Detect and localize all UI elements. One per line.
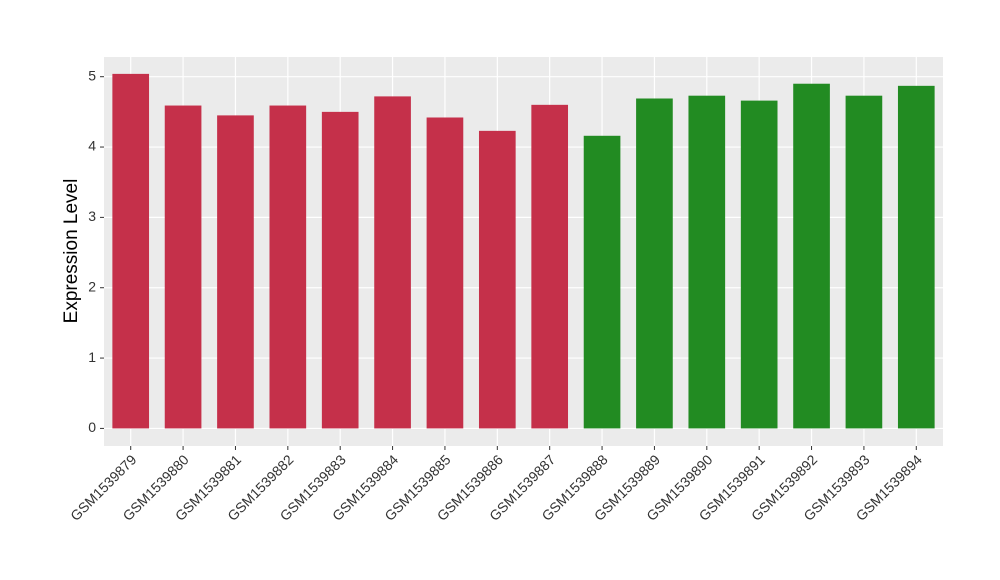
y-tick-label: 5 [88, 67, 96, 83]
bar [217, 115, 254, 429]
bar [845, 95, 883, 429]
bar [740, 100, 778, 429]
y-tick-label: 3 [88, 208, 96, 224]
bar [583, 135, 621, 429]
y-axis-title: Expression Level [61, 179, 82, 324]
y-tick-label: 0 [88, 419, 96, 435]
bar [793, 83, 830, 429]
bar [374, 96, 411, 429]
bar [164, 105, 202, 429]
bar [636, 98, 673, 429]
bar [688, 95, 726, 429]
bar [112, 73, 150, 429]
y-tick-label: 4 [88, 138, 96, 154]
y-tick-label: 2 [88, 278, 96, 294]
y-tick-label: 1 [88, 349, 96, 365]
bar [426, 117, 464, 429]
bar [478, 130, 516, 429]
bar [897, 85, 935, 429]
bar [321, 111, 359, 429]
bar [531, 104, 569, 429]
bar [269, 105, 307, 429]
